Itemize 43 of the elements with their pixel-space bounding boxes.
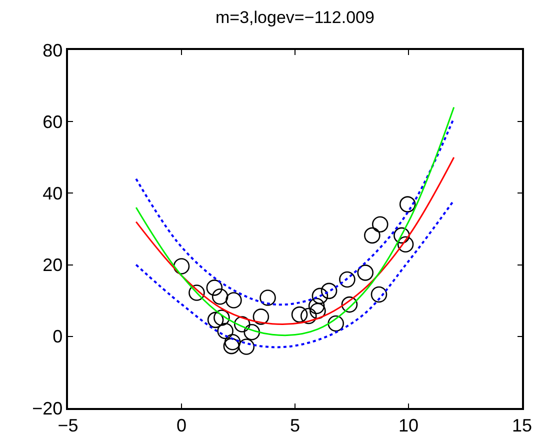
point [320,282,338,300]
point [260,290,276,306]
point [341,296,358,313]
chart-title: m=3,logev=−112.009 [216,8,374,28]
point [217,322,234,340]
point [206,280,223,296]
point [370,286,388,303]
y-tick-label: 60 [42,112,63,132]
point [300,308,317,324]
point [312,288,328,304]
y-tick-label: 40 [42,184,63,204]
y-tick-label: 0 [52,326,63,347]
point [328,315,344,332]
y-tick-label: 80 [42,40,63,60]
point [207,312,224,328]
x-tick-label: 15 [512,415,532,436]
y-tick-label: 20 [42,255,63,276]
point [238,338,255,355]
point [372,216,388,232]
point [339,271,356,288]
point [397,236,414,253]
point [308,298,325,314]
point [188,284,205,301]
point [244,324,260,340]
x-tick-label: 10 [398,415,419,436]
point [226,292,242,308]
point [252,308,270,325]
point [310,302,326,320]
point [364,227,380,244]
point [291,306,308,323]
point [399,196,416,212]
x-tick-label: 5 [290,415,300,436]
x-tick-label: 0 [176,415,187,436]
point [212,288,228,305]
line-series [135,106,455,336]
point [357,264,374,281]
line-series [135,156,455,325]
point [224,334,241,350]
point [214,310,230,326]
point [234,316,250,332]
point [394,227,410,244]
point [223,338,240,354]
point [173,258,190,274]
